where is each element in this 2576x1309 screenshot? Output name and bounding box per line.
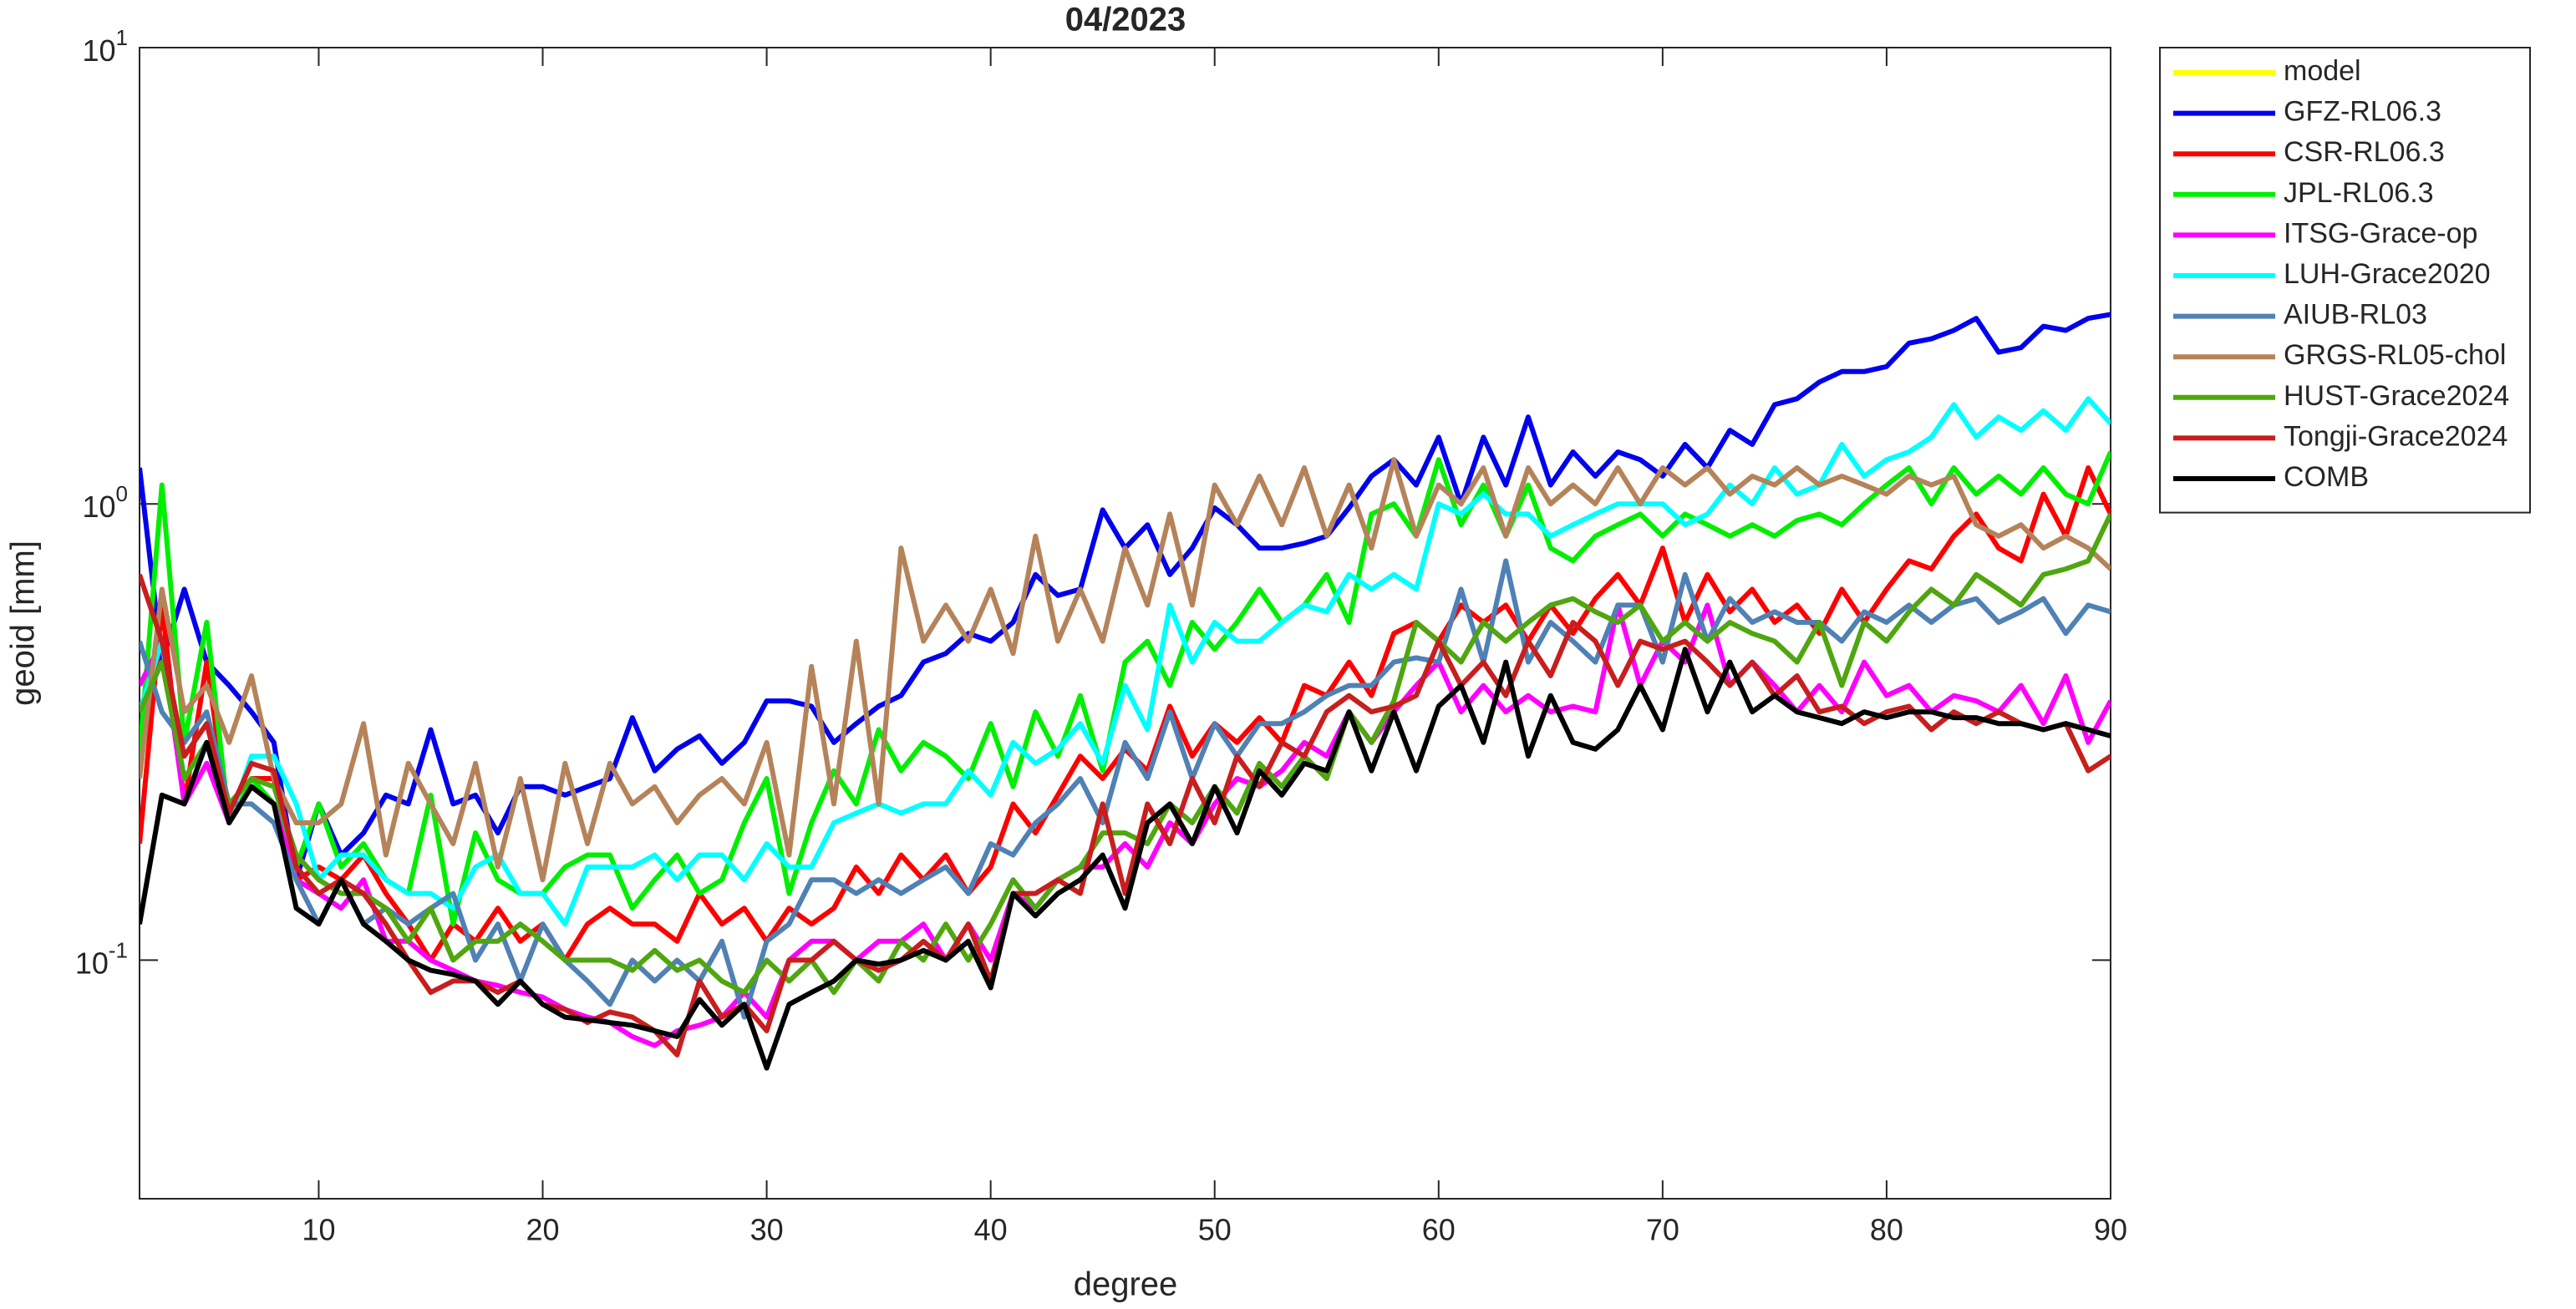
series-line [140,558,2111,1020]
series-line [140,450,2111,927]
legend-label: HUST-Grace2024 [2284,380,2509,412]
series-line [140,647,2111,1071]
legend-label: GFZ-RL06.3 [2284,96,2441,128]
y-tick-label: 100 [82,481,128,524]
y-tick-label: 10-1 [75,937,128,980]
legend-label: GRGS-RL05-chol [2284,339,2506,371]
legend-label: LUH-Grace2020 [2284,258,2491,290]
x-tick-label: 70 [1646,1213,1679,1247]
x-tick-label: 60 [1422,1213,1456,1247]
x-tick-label: 90 [2094,1213,2127,1247]
legend-label: JPL-RL06.3 [2284,177,2434,209]
x-tick-label: 10 [302,1213,335,1247]
x-tick-label: 40 [974,1213,1008,1247]
plot-lines [140,312,2111,1071]
chart-title: 04/2023 [1065,2,1186,38]
plot-area [140,48,2111,1199]
x-tick-label: 20 [526,1213,559,1247]
series-line [140,457,2111,883]
x-axis-label: degree [1074,1266,1178,1303]
y-axis-label: geoid [mm] [5,540,42,706]
legend-label: COMB [2284,461,2369,493]
x-tick-label: 80 [1870,1213,1903,1247]
legend-label: AIUB-RL03 [2284,299,2427,331]
x-tick-label: 50 [1198,1213,1232,1247]
legend-box [2159,47,2531,514]
x-tick-label: 30 [750,1213,784,1247]
legend-label: model [2284,55,2361,87]
legend: model GFZ-RL06.3 CSR-RL06.3 JPL-RL06.3 ITSG-… [2159,47,2531,514]
y-tick-label: 101 [82,25,128,68]
axes-box [139,47,2111,1200]
legend-label: ITSG-Grace-op [2284,217,2477,249]
series-line [140,513,2111,995]
legend-label: Tongji-Grace2024 [2284,420,2507,452]
legend-label: CSR-RL06.3 [2284,136,2445,168]
